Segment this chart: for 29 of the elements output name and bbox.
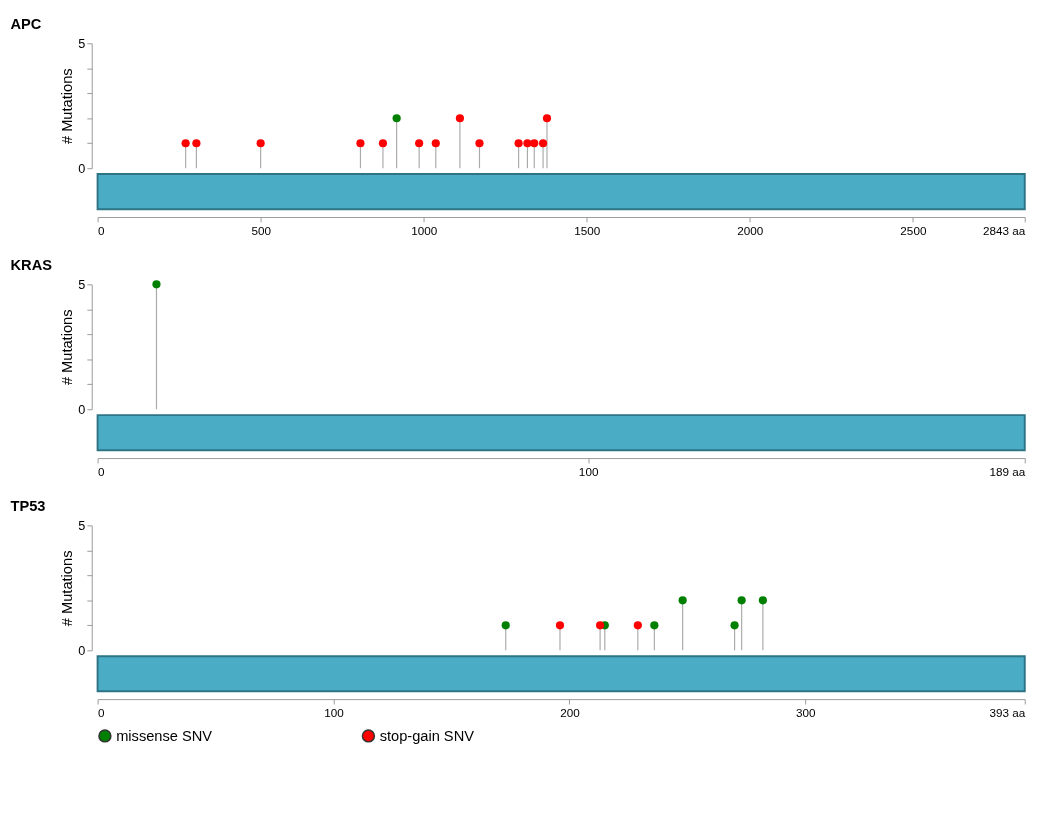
x-tick-label: 1500: [574, 224, 601, 238]
y-tick-label: 0: [78, 643, 86, 658]
x-tick-label: 100: [324, 706, 345, 720]
x-tick-label: 2500: [900, 224, 927, 238]
x-tick-label: 0: [98, 706, 106, 720]
x-tick-label: 393 aa: [989, 706, 1026, 720]
chart-title: TP53: [10, 497, 46, 514]
x-tick-label: 0: [98, 224, 106, 238]
chart-title: APC: [10, 15, 42, 32]
y-tick-label: 5: [78, 277, 86, 292]
y-axis-title: # Mutations: [58, 550, 75, 627]
legend-label: stop-gain SNV: [379, 727, 475, 744]
x-tick-label: 1000: [411, 224, 438, 238]
y-tick-label: 5: [78, 518, 86, 533]
y-axis-title: # Mutations: [58, 309, 75, 386]
x-tick-label: 189 aa: [989, 465, 1026, 479]
y-tick-label: 0: [78, 161, 86, 176]
x-tick-label: 300: [796, 706, 817, 720]
x-tick-label: 2000: [737, 224, 764, 238]
x-tick-label: 200: [560, 706, 581, 720]
x-tick-label: 2843 aa: [982, 224, 1026, 238]
y-tick-label: 0: [78, 402, 86, 417]
x-tick-label: 500: [251, 224, 272, 238]
chart-title: KRAS: [10, 256, 53, 273]
x-tick-label: 0: [98, 465, 106, 479]
legend-label: missense SNV: [116, 727, 213, 744]
y-axis-title: # Mutations: [58, 68, 75, 145]
x-tick-label: 100: [578, 465, 599, 479]
y-tick-label: 5: [78, 36, 86, 51]
